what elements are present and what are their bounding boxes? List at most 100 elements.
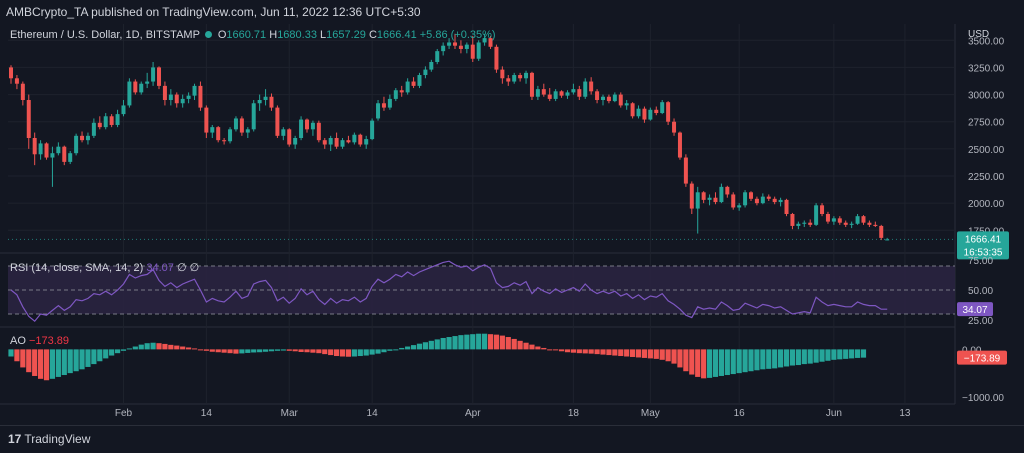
ao-bar [251,349,257,353]
candle-body [831,218,836,222]
candle-body [790,214,795,226]
ao-bar [689,349,695,375]
ao-bar [245,349,251,353]
footer-bar: 17 TradingView [0,425,1024,453]
open-label: O [217,29,227,41]
time-axis-label: 16 [734,408,746,419]
candle-body [20,83,25,100]
ao-bar [328,349,334,356]
candle-body [559,91,564,96]
ao-bar [778,349,784,368]
candle-body [885,239,890,241]
ao-bar [671,349,677,364]
ao-title[interactable]: AO [10,335,26,347]
time-axis-label: Apr [465,408,481,419]
candle-body [328,138,333,145]
ao-bar [440,337,446,350]
candle-body [216,127,221,141]
ao-bar [606,349,612,356]
ao-bar [304,349,310,353]
candle-body [873,224,878,226]
ao-bar [38,349,44,379]
ao-bar [126,348,132,350]
candle-body [825,214,830,222]
ao-bar [416,343,423,350]
candle-body [453,42,457,46]
candle-body [162,85,167,100]
tradingview-logo[interactable]: 17 TradingView [8,432,90,446]
ao-bar [32,349,38,376]
candle-body [672,121,677,133]
ao-bar [381,349,387,353]
candle-body [186,95,191,99]
ao-bar [594,349,600,355]
candle-body [849,223,854,225]
ao-bar [600,349,606,355]
legend-dots-icon[interactable] [204,31,212,38]
candle-body [802,222,807,224]
ao-bar [854,349,861,358]
ao-value-label: −173.89 [964,354,1001,365]
ao-bar [813,349,819,363]
last-price-label: 1666.41 [965,234,1002,245]
ao-bar [351,349,357,357]
candle-body [44,143,49,158]
candle-body [322,140,327,145]
price-axis-label: 3250.00 [968,63,1005,74]
rsi-value-badge [957,302,993,317]
ao-bar [860,349,867,358]
ao-value-badge [957,350,1007,365]
bar-countdown-label: 16:53:35 [964,247,1003,258]
rsi-title[interactable]: RSI (14, close, SMA, 14, 2) [10,262,144,274]
price-axis-label: 2000.00 [968,199,1005,210]
ao-bar [795,349,801,366]
candle-body [364,139,369,145]
price-axis-label: 2250.00 [968,172,1005,183]
ao-bar [209,349,215,352]
candle-body [204,107,209,133]
ao-bar [635,349,642,358]
candle-body [482,38,487,43]
candle-body [814,205,819,225]
candle-body [778,199,783,203]
candle-body [743,192,748,206]
high-label: H [269,29,278,41]
ao-bar [535,346,541,350]
candle-body [293,138,298,145]
ao-bar [97,349,103,362]
ao-bar [783,349,790,367]
symbol-title[interactable]: Ethereum / U.S. Dollar, 1D, BITSTAMP [10,29,200,41]
ao-bar [357,349,363,357]
candle-body [500,69,505,79]
time-axis-label: Mar [281,408,299,419]
ao-bar [405,346,411,350]
time-axis-label: 13 [899,408,911,419]
candle-body [85,135,90,141]
ao-bar [724,349,730,376]
low-value: 1657.29 [326,29,366,41]
time-axis-label: Jun [826,408,842,419]
candle-body [660,102,665,114]
candle-body [340,140,345,147]
ao-bar [61,349,67,376]
ao-bar [464,334,470,350]
candle-body [583,81,588,97]
price-axis-label: 3500.00 [968,36,1005,47]
candle-body [606,96,611,102]
candle-body [121,105,126,115]
candle-body [618,94,623,106]
ao-bar [239,349,245,354]
candle-body [180,98,185,104]
ao-bar [576,349,582,354]
candle-body [547,94,552,99]
ao-bar [221,349,227,353]
ao-bar [20,349,26,368]
ao-bar [529,344,535,350]
candle-body [737,205,742,208]
ao-bar [298,349,304,352]
candle-body [707,197,712,200]
ao-bar [452,336,458,350]
candle-body [553,91,558,99]
candle-body [731,194,736,208]
